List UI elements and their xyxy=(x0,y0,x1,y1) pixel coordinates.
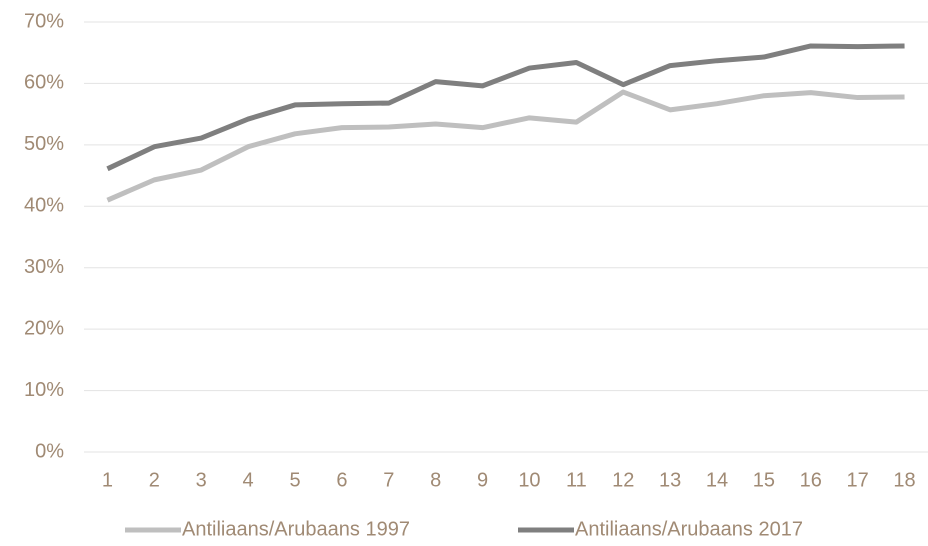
x-tick-label: 15 xyxy=(753,469,775,491)
x-tick-label: 7 xyxy=(383,469,394,491)
x-tick-label: 4 xyxy=(243,469,254,491)
x-tick-label: 8 xyxy=(430,469,441,491)
x-tick-label: 10 xyxy=(518,469,540,491)
x-tick-label: 9 xyxy=(477,469,488,491)
x-tick-label: 1 xyxy=(102,469,113,491)
legend-label: Antiliaans/Arubaans 1997 xyxy=(182,518,410,540)
x-tick-label: 14 xyxy=(706,469,728,491)
y-tick-label: 30% xyxy=(24,256,64,278)
y-tick-label: 70% xyxy=(24,10,64,32)
x-tick-label: 2 xyxy=(149,469,160,491)
x-tick-label: 3 xyxy=(196,469,207,491)
x-tick-label: 11 xyxy=(566,469,587,491)
legend-label: Antiliaans/Arubaans 2017 xyxy=(575,518,803,540)
x-tick-label: 12 xyxy=(612,469,634,491)
y-tick-label: 50% xyxy=(24,133,64,155)
series-line xyxy=(106,89,905,203)
x-tick-label: 6 xyxy=(336,469,347,491)
series-line xyxy=(106,43,905,172)
y-tick-label: 40% xyxy=(24,195,64,217)
x-tick-label: 5 xyxy=(289,469,300,491)
y-tick-label: 20% xyxy=(24,317,64,339)
x-tick-label: 17 xyxy=(847,469,869,491)
y-tick-label: 0% xyxy=(35,440,64,462)
y-tick-label: 10% xyxy=(24,379,64,401)
y-tick-label: 60% xyxy=(24,72,64,94)
x-tick-label: 18 xyxy=(893,469,915,491)
x-tick-label: 13 xyxy=(659,469,681,491)
x-tick-label: 16 xyxy=(800,469,822,491)
